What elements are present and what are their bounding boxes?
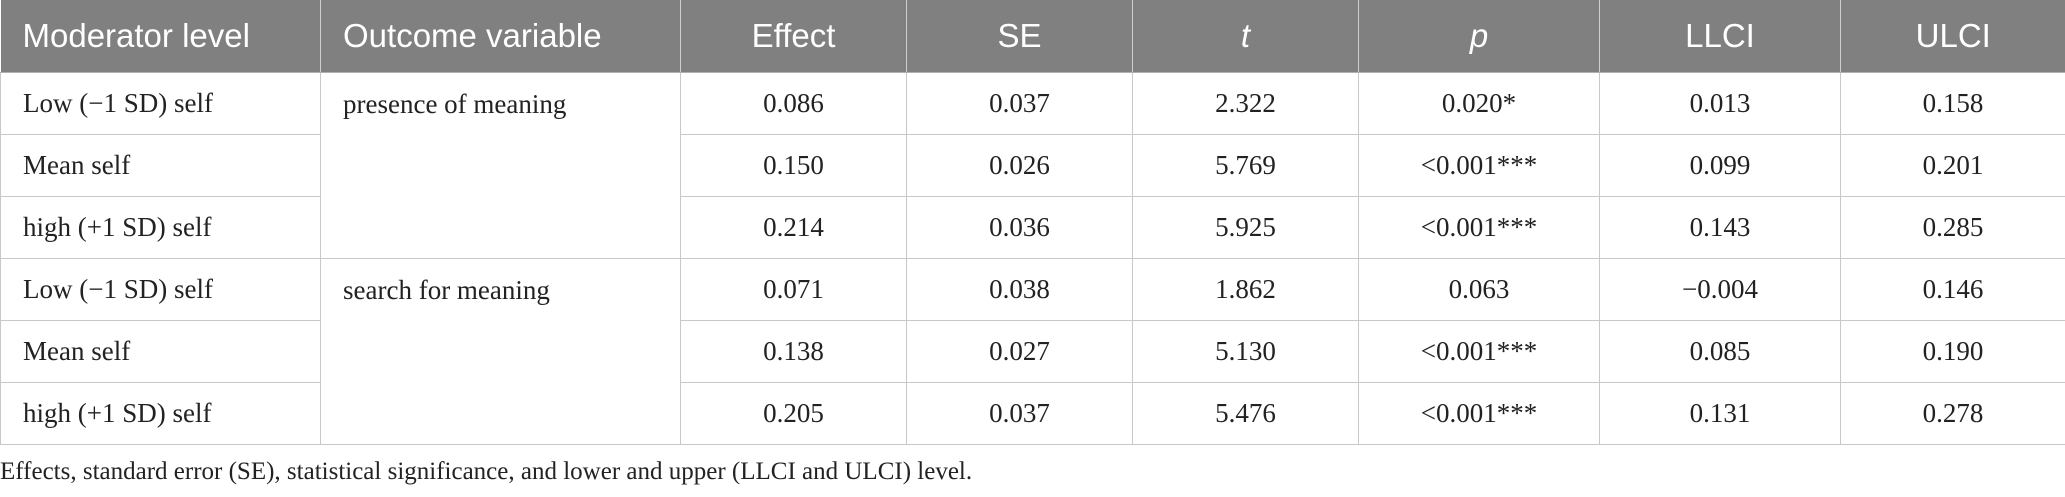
se-cell: 0.037 — [906, 382, 1133, 445]
t-cell: 2.322 — [1132, 72, 1359, 135]
se-cell: 0.038 — [906, 258, 1133, 321]
effect-cell: 0.086 — [680, 72, 907, 135]
se-cell: 0.037 — [906, 72, 1133, 135]
moderator-level-cell: high (+1 SD) self — [0, 382, 321, 445]
llci-cell: 0.013 — [1599, 72, 1841, 135]
moderator-level-cell: Low (−1 SD) self — [0, 258, 321, 321]
header-llci: LLCI — [1599, 0, 1841, 73]
llci-cell: 0.099 — [1599, 134, 1841, 197]
moderator-level-cell: high (+1 SD) self — [0, 196, 321, 259]
effect-cell: 0.214 — [680, 196, 907, 259]
table-row: Mean self 0.138 0.027 5.130 <0.001*** 0.… — [0, 320, 2065, 383]
outcome-variable-cell: search for meaning — [320, 258, 681, 445]
table-row: Low (−1 SD) self presence of meaning 0.0… — [0, 72, 2065, 259]
t-cell: 5.769 — [1132, 134, 1359, 197]
ulci-cell: 0.201 — [1840, 134, 2065, 197]
header-outcome-variable: Outcome variable — [320, 0, 681, 73]
p-cell: <0.001*** — [1358, 382, 1600, 445]
p-cell: <0.001*** — [1358, 196, 1600, 259]
llci-cell: 0.143 — [1599, 196, 1841, 259]
table-row: high (+1 SD) self 0.214 0.036 5.925 <0.0… — [0, 196, 2065, 259]
p-cell: 0.020* — [1358, 72, 1600, 135]
header-ulci: ULCI — [1840, 0, 2065, 73]
t-cell: 5.130 — [1132, 320, 1359, 383]
effect-cell: 0.138 — [680, 320, 907, 383]
effect-cell: 0.071 — [680, 258, 907, 321]
effect-cell: 0.150 — [680, 134, 907, 197]
p-cell: <0.001*** — [1358, 134, 1600, 197]
moderator-level-cell: Mean self — [0, 134, 321, 197]
header-t: t — [1132, 0, 1359, 73]
llci-cell: 0.085 — [1599, 320, 1841, 383]
p-cell: <0.001*** — [1358, 320, 1600, 383]
table-row: Mean self 0.150 0.026 5.769 <0.001*** 0.… — [0, 134, 2065, 197]
ulci-cell: 0.158 — [1840, 72, 2065, 135]
t-cell: 1.862 — [1132, 258, 1359, 321]
ulci-cell: 0.278 — [1840, 382, 2065, 445]
t-cell: 5.476 — [1132, 382, 1359, 445]
se-cell: 0.027 — [906, 320, 1133, 383]
header-p: p — [1358, 0, 1600, 73]
moderator-level-cell: Mean self — [0, 320, 321, 383]
table-footnote: Effects, standard error (SE), statistica… — [0, 458, 973, 485]
header-row: Moderator level Outcome variable Effect … — [0, 0, 2065, 73]
moderator-level-cell: Low (−1 SD) self — [0, 72, 321, 135]
ulci-cell: 0.190 — [1840, 320, 2065, 383]
outcome-variable-cell: presence of meaning — [320, 72, 681, 259]
effect-cell: 0.205 — [680, 382, 907, 445]
llci-cell: −0.004 — [1599, 258, 1841, 321]
se-cell: 0.026 — [906, 134, 1133, 197]
table-row: Low (−1 SD) self search for meaning 0.07… — [0, 258, 2065, 445]
results-table: Moderator level Outcome variable Effect … — [0, 0, 2065, 445]
header-effect: Effect — [680, 0, 907, 73]
p-cell: 0.063 — [1358, 258, 1600, 321]
se-cell: 0.036 — [906, 196, 1133, 259]
header-se: SE — [906, 0, 1133, 73]
header-moderator-level: Moderator level — [0, 0, 321, 73]
ulci-cell: 0.146 — [1840, 258, 2065, 321]
t-cell: 5.925 — [1132, 196, 1359, 259]
table-row: high (+1 SD) self 0.205 0.037 5.476 <0.0… — [0, 382, 2065, 445]
llci-cell: 0.131 — [1599, 382, 1841, 445]
ulci-cell: 0.285 — [1840, 196, 2065, 259]
